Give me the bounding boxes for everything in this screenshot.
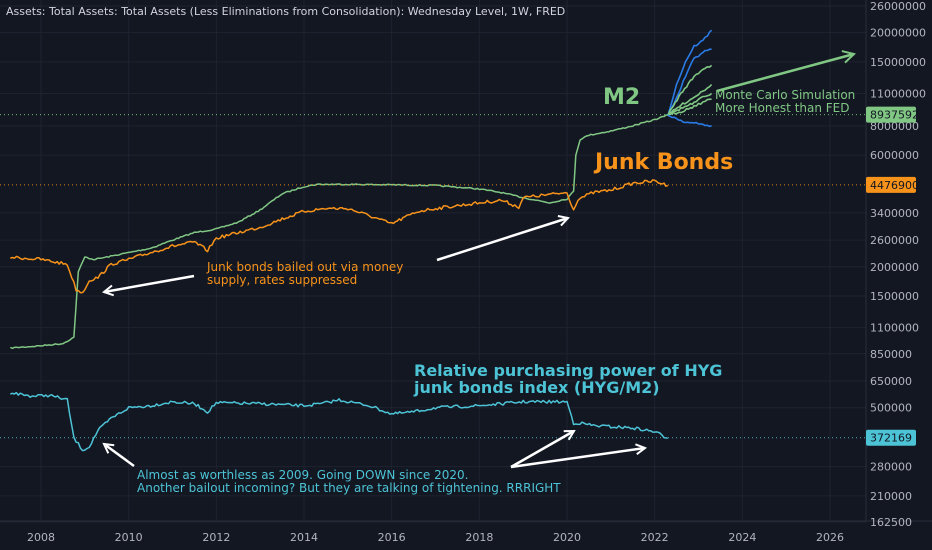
hyg-m2-ratio-line xyxy=(10,391,668,452)
y-tick-label: 11000000 xyxy=(870,87,926,100)
monte-carlo-note-line2: More Honest than FED xyxy=(715,101,850,115)
series-layer xyxy=(10,29,713,452)
y-tick-label: 6000000 xyxy=(870,149,919,162)
junk-bonds-annotation: Junk Bonds xyxy=(593,150,733,175)
x-tick-label: 2012 xyxy=(202,531,230,544)
simulation-path xyxy=(667,84,713,116)
y-tick-label: 2600000 xyxy=(870,234,919,247)
y-tick-label: 1100000 xyxy=(870,322,919,335)
chart-header-title: Assets: Total Assets: Total Assets (Less… xyxy=(6,5,565,18)
y-tick-label: 20000000 xyxy=(870,27,926,40)
x-tick-label: 2022 xyxy=(641,531,669,544)
simulation-path xyxy=(667,114,712,128)
decline-2022-arrow[interactable] xyxy=(510,448,645,469)
simulation-path xyxy=(667,48,712,116)
ratio-note-line1: Relative purchasing power of HYG xyxy=(414,361,722,380)
simulation-path xyxy=(667,29,713,116)
bottom-note-line2: Another bailout incoming? But they are t… xyxy=(137,481,561,495)
x-tick-label: 2016 xyxy=(378,531,406,544)
worthless-2009-arrow[interactable] xyxy=(104,444,135,468)
x-tick-label: 2014 xyxy=(290,531,318,544)
y-tick-label: 2000000 xyxy=(870,261,919,274)
x-tick-label: 2026 xyxy=(816,531,844,544)
x-tick-label: 2010 xyxy=(115,531,143,544)
simulation-path xyxy=(667,98,712,116)
y-tick-label: 15000000 xyxy=(870,56,926,69)
bailout-note-line1: Junk bonds bailed out via money xyxy=(206,260,403,274)
bailout-note-line2: supply, rates suppressed xyxy=(207,273,357,287)
y-tick-label: 162500 xyxy=(870,516,912,529)
monte-carlo-note-line1: Monte Carlo Simulation xyxy=(715,88,855,102)
m2-last-value-label: 8937592 xyxy=(870,109,919,122)
simulation-path xyxy=(667,92,713,117)
y-tick-label: 850000 xyxy=(870,348,912,361)
bailout-arrow[interactable] xyxy=(104,274,195,292)
junk-last-value-label-box xyxy=(866,176,916,193)
ratio-last-value-label: 372169 xyxy=(870,432,912,445)
y-tick-label: 1500000 xyxy=(870,290,919,303)
x-tick-label: 2008 xyxy=(27,531,55,544)
y-tick-label: 8000000 xyxy=(870,120,919,133)
m2-line xyxy=(10,114,668,350)
ratio-note-line2: junk bonds index (HYG/M2) xyxy=(413,378,660,397)
y-tick-label: 280000 xyxy=(870,461,912,474)
m2-last-value-label-box xyxy=(866,106,916,123)
grid xyxy=(0,0,866,523)
price-axis[interactable]: 26000000 20000000 15000000 11000000 8000000 6… xyxy=(870,0,926,529)
last-value-labels: 8937592 4476900 372169 xyxy=(0,106,919,446)
junk-last-value-label: 4476900 xyxy=(870,179,919,192)
decline-2020-arrow[interactable] xyxy=(510,429,574,469)
y-tick-label: 26000000 xyxy=(870,0,926,13)
bottom-note-line1: Almost as worthless as 2009. Going DOWN … xyxy=(137,468,468,482)
x-tick-label: 2020 xyxy=(553,531,581,544)
ratio-last-value-label-box xyxy=(866,429,916,446)
simulation-path xyxy=(667,64,713,117)
monte-carlo-arrow[interactable] xyxy=(716,54,854,93)
y-tick-label: 3400000 xyxy=(870,207,919,220)
x-tick-label: 2024 xyxy=(728,531,756,544)
x-tick-label: 2018 xyxy=(465,531,493,544)
y-tick-label: 650000 xyxy=(870,375,912,388)
y-tick-label: 500000 xyxy=(870,402,912,415)
y-tick-label: 210000 xyxy=(870,490,912,503)
time-axis[interactable]: 2008 2010 2012 2014 2016 2018 2020 2022 2024 2026 xyxy=(27,531,844,544)
covid-bailout-arrow[interactable] xyxy=(436,218,568,262)
m2-annotation: M2 xyxy=(603,85,640,110)
junk-bonds-line xyxy=(10,179,669,294)
